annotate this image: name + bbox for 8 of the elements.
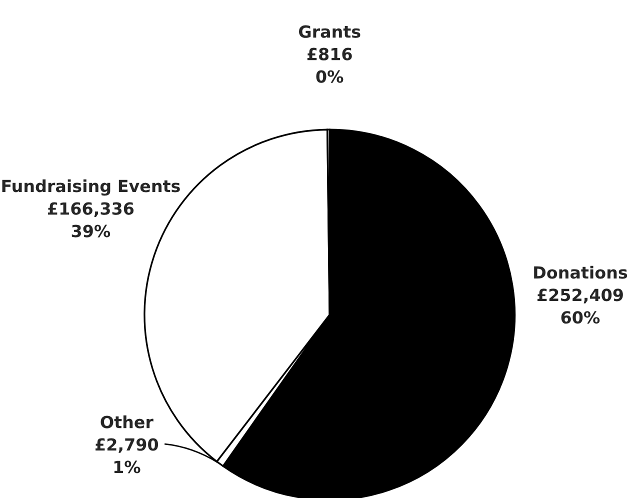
slice-label: Fundraising Events [2,179,180,196]
data-label: £252,409 60% [537,288,623,324]
slice-label: Other [100,415,154,428]
slice-label: Donations [534,266,628,279]
data-label: £816 0% [307,48,352,83]
data-label: £166,336 39% [48,202,134,238]
data-label: £2,790 1% [96,438,158,474]
slice-label: Grants [298,25,360,38]
